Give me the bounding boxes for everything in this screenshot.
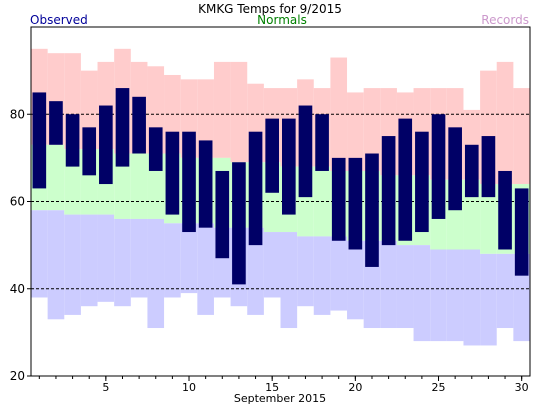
record-high-band (513, 88, 530, 185)
record-low-band (197, 223, 214, 315)
legend-normals: Normals (257, 13, 307, 27)
record-high-band (496, 61, 514, 185)
observed-bar (82, 127, 97, 176)
record-low-band (247, 227, 264, 315)
x-tick-label: 25 (432, 381, 446, 394)
x-tick-label: 5 (102, 381, 109, 394)
record-high-band (230, 61, 248, 163)
y-tick-label: 80 (10, 107, 25, 121)
observed-bar (65, 114, 80, 167)
record-low-band (31, 210, 48, 298)
observed-bar (49, 101, 63, 145)
record-low-band (147, 218, 165, 329)
observed-bar (381, 136, 396, 246)
record-low-band (47, 210, 65, 320)
observed-bar (165, 131, 180, 215)
observed-bar (215, 170, 230, 259)
observed-bar (298, 105, 313, 198)
record-high-band (347, 92, 364, 171)
observed-bar (265, 118, 280, 193)
record-high-band (213, 61, 231, 158)
normal-band (47, 144, 65, 211)
record-high-band (197, 79, 214, 158)
x-tick-label: 30 (515, 381, 529, 394)
record-low-band (313, 236, 331, 315)
record-low-band (263, 232, 281, 298)
x-tick-label: 15 (265, 381, 279, 394)
record-low-band (280, 232, 298, 329)
observed-bar (148, 127, 163, 171)
record-high-band (363, 88, 381, 171)
observed-bar (331, 157, 346, 241)
observed-bar (448, 127, 462, 211)
observed-bar (464, 144, 479, 198)
legend-records: Records (481, 13, 529, 27)
record-low-band (347, 240, 364, 320)
observed-bar (398, 118, 413, 241)
record-low-band (380, 240, 397, 329)
record-low-band (430, 249, 447, 342)
x-axis-label: September 2015 (234, 392, 326, 405)
record-low-band (180, 223, 198, 294)
record-low-band (64, 214, 81, 315)
plot-area: 20 40 60 80 5 10 15 20 25 30 (10, 26, 531, 394)
y-tick-label: 20 (10, 369, 25, 383)
observed-bar (99, 105, 113, 185)
record-low-band (97, 214, 115, 302)
normal-band (130, 153, 148, 219)
observed-bar (431, 114, 446, 219)
record-low-band (446, 249, 464, 342)
record-low-band (463, 249, 481, 346)
record-low-band (164, 223, 181, 298)
observed-bar (281, 118, 296, 215)
observed-bar (365, 153, 379, 267)
record-low-band (396, 245, 414, 329)
observed-bar (481, 136, 496, 198)
observed-bar (232, 162, 246, 285)
observed-bar (32, 92, 47, 189)
observed-bar (132, 96, 146, 154)
y-tick-label: 40 (10, 282, 25, 296)
chart-title: KMKG Temps for 9/2015 (198, 2, 342, 16)
record-low-band (297, 236, 314, 307)
record-low-band (496, 253, 514, 329)
observed-bar (498, 170, 512, 250)
legend-observed: Observed (30, 13, 88, 27)
observed-bar (248, 131, 263, 246)
observed-bar (115, 88, 130, 167)
record-low-band (330, 236, 348, 311)
record-low-band (413, 245, 431, 342)
observed-bar (315, 114, 329, 171)
record-low-band (130, 218, 148, 298)
observed-bar (198, 140, 213, 228)
normal-band (114, 153, 131, 219)
record-low-band (114, 218, 131, 307)
x-tick-label: 20 (348, 381, 362, 394)
y-tick-label: 60 (10, 195, 25, 209)
record-low-band (480, 253, 497, 346)
observed-bar (514, 188, 529, 276)
observed-bar (348, 157, 363, 250)
record-low-band (80, 214, 98, 307)
x-tick-label: 10 (182, 381, 196, 394)
observed-bar (182, 131, 196, 233)
observed-bar (415, 131, 429, 233)
